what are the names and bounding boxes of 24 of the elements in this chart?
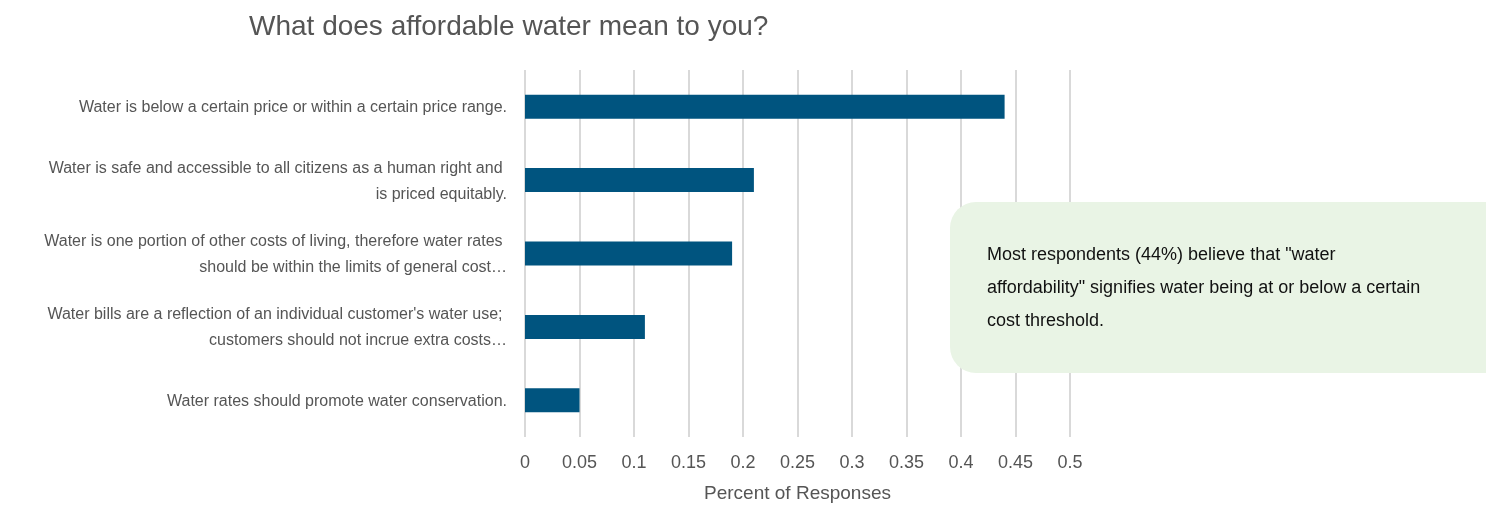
x-tick-label: 0 — [519, 452, 531, 472]
y-tick-label: Water is safe and accessible to all citizens as a human right and is priced equitably. — [48, 158, 507, 202]
x-tick-label: 0.4 — [948, 452, 974, 472]
x-tick-label: 0.3 — [839, 452, 865, 472]
x-tick-label: 0.5 — [1057, 452, 1083, 472]
x-tick-label: 0.45 — [997, 452, 1034, 472]
y-tick-label: Water is one portion of other costs of living, therefore water rates should be within the limits of general cost… — [44, 232, 507, 275]
chart-title: What does affordable water mean to you? — [249, 9, 769, 41]
x-tick-label: 0.15 — [670, 452, 707, 472]
x-tick-label: 0.2 — [730, 452, 756, 472]
x-tick-label: 0.05 — [561, 452, 598, 472]
y-tick-label: Water rates should promote water conservation. — [166, 391, 507, 409]
bar — [525, 241, 733, 266]
annotation: Most respondents (44%) believe that "water affordability" signifies water being at or below a certain cost threshold. — [987, 243, 1422, 332]
bar — [525, 168, 754, 193]
bar — [525, 94, 1005, 119]
bar — [525, 314, 645, 339]
bar — [525, 388, 580, 413]
y-tick-label: Water bills are a reflection of an individual customer's water use; customers should not incrue extra costs… — [47, 305, 507, 349]
y-tick-label: Water is below a certain price or within a certain price range. — [78, 98, 507, 116]
x-tick-label: 0.35 — [888, 452, 925, 472]
x-tick-label: 0.1 — [621, 452, 647, 472]
x-tick-label: 0.25 — [779, 452, 816, 472]
x-axis-title: Percent of Responses — [704, 482, 891, 503]
